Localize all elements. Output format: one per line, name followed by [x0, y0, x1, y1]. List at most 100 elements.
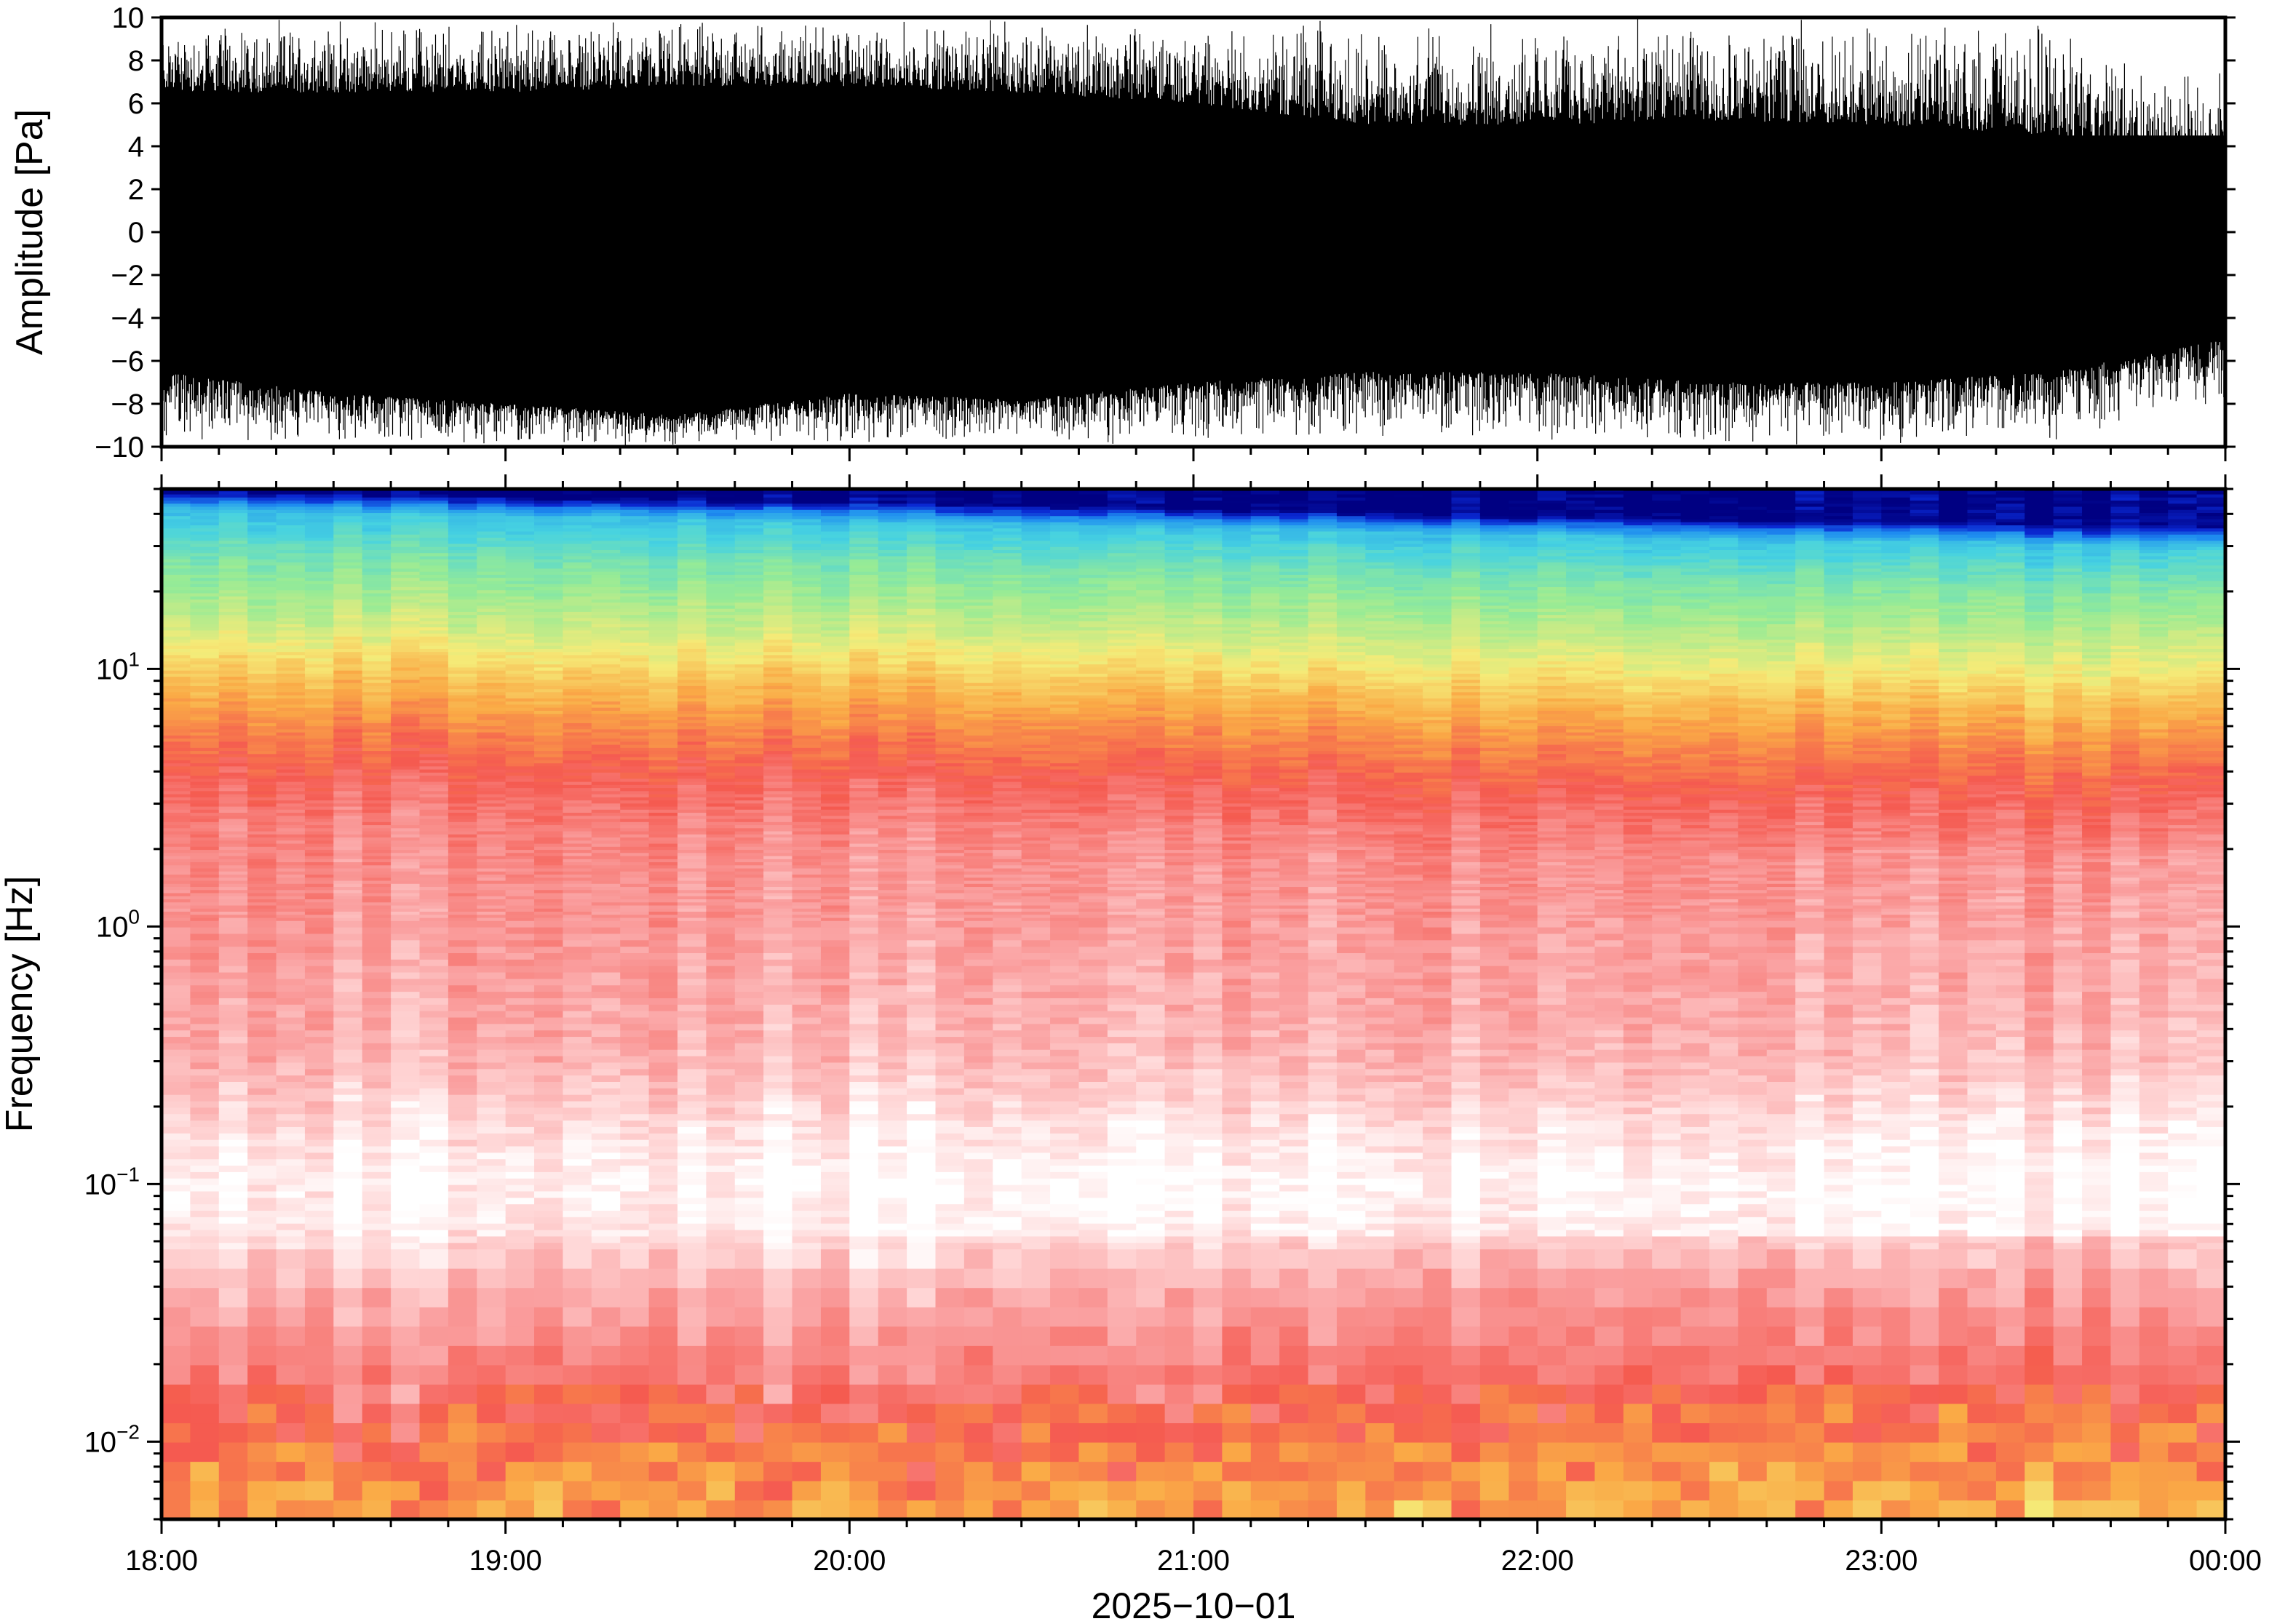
spectrogram-cell: [505, 840, 535, 844]
spectrogram-cell: [190, 645, 220, 649]
spectrogram-cell: [505, 1113, 535, 1121]
spectrogram-cell: [763, 1158, 793, 1166]
spectrogram-cell: [304, 515, 335, 520]
spectrogram-cell: [648, 926, 678, 934]
spectrogram-cell: [391, 904, 421, 909]
spectrogram-cell: [534, 694, 564, 698]
spectrogram-cell: [419, 1004, 449, 1011]
spectrogram-cell: [190, 642, 220, 646]
spectrogram-cell: [304, 574, 335, 578]
spectrogram-cell: [477, 1171, 506, 1179]
spectrogram-cell: [362, 645, 392, 649]
spectrogram-cell: [304, 1100, 335, 1108]
spectrogram-cell: [706, 858, 736, 863]
spectrogram-cell: [419, 874, 449, 878]
spectrogram-cell: [190, 654, 220, 658]
spectrogram-cell: [620, 1222, 650, 1230]
spectrogram-cell: [391, 1120, 421, 1127]
spectrogram-cell: [362, 664, 392, 668]
spectrogram-cell: [591, 1043, 621, 1050]
spectrogram-cell: [792, 698, 822, 702]
spectrogram-cell: [247, 837, 277, 841]
spectrogram-cell: [534, 562, 564, 566]
spectrogram-cell: [505, 1023, 535, 1031]
spectrogram-cell: [362, 883, 392, 888]
spectrogram-cell: [849, 1345, 879, 1366]
spectrogram-cell: [534, 892, 564, 896]
spectrogram-cell: [448, 706, 478, 711]
spectrogram-cell: [218, 577, 248, 581]
spectrogram-cell: [218, 1010, 248, 1018]
spectrogram-cell: [620, 518, 650, 522]
spectrogram-cell: [218, 904, 248, 909]
spectrogram-cell: [391, 852, 421, 856]
spectrogram-cell: [563, 496, 592, 501]
spectrogram-cell: [391, 959, 421, 966]
spectrogram-cell: [162, 1068, 191, 1076]
spectrogram-cell: [706, 1249, 736, 1269]
spectrogram-cell: [362, 540, 392, 544]
spectrogram-cell: [419, 555, 449, 560]
spectrogram-cell: [648, 528, 678, 532]
spectrogram-cell: [190, 864, 220, 869]
spectrogram-cell: [276, 552, 306, 557]
spectrogram-cell: [734, 821, 764, 826]
spectrogram-cell: [706, 1184, 736, 1192]
spectrogram-cell: [820, 648, 851, 653]
spectrogram-cell: [419, 639, 449, 643]
spectrogram-cell: [333, 704, 363, 708]
spectrogram-cell: [534, 1088, 564, 1095]
spectrogram-cell: [333, 706, 363, 711]
spectrogram-cell: [333, 753, 363, 757]
spectrogram-cell: [534, 781, 564, 785]
spectrogram-cell: [563, 620, 592, 624]
spectrogram-cell: [190, 1222, 220, 1230]
spectrogram-cell: [448, 741, 478, 745]
spectrogram-cell: [276, 775, 306, 779]
spectrogram-cell: [648, 1023, 678, 1031]
spectrogram-cell: [505, 809, 535, 813]
spectrogram-cell: [563, 926, 592, 934]
spectrogram-cell: [333, 815, 363, 819]
spectrogram-cell: [620, 1171, 650, 1179]
spectrogram-cell: [477, 639, 506, 643]
spectrogram-cell: [820, 682, 851, 686]
spectrogram-cell: [218, 673, 248, 677]
spectrogram-cell: [591, 840, 621, 844]
spectrogram-cell: [419, 815, 449, 819]
spectrogram-cell: [247, 926, 277, 934]
spectrogram-cell: [391, 827, 421, 832]
spectrogram-cell: [276, 889, 306, 893]
spectrogram-cell: [505, 784, 535, 789]
spectrogram-cell: [190, 797, 220, 801]
spectrogram-cell: [247, 552, 277, 557]
spectrogram-cell: [820, 530, 851, 535]
spectrogram-cell: [333, 778, 363, 782]
spectrogram-cell: [820, 998, 851, 1005]
spectrogram-cell: [620, 812, 650, 816]
spectrogram-cell: [620, 669, 650, 674]
spectrogram-cell: [190, 503, 220, 507]
spectrogram-cell: [362, 1126, 392, 1134]
spectrogram-cell: [362, 837, 392, 841]
spectrogram-cell: [276, 586, 306, 591]
spectrogram-cell: [620, 552, 650, 557]
spectrogram-cell: [162, 642, 191, 646]
spectrogram-cell: [218, 1197, 248, 1205]
spectrogram-cell: [763, 827, 793, 832]
spectrogram-cell: [247, 756, 277, 760]
spectrogram-cell: [190, 1500, 220, 1520]
spectrogram-cell: [706, 827, 736, 832]
spectrogram-cell: [734, 874, 764, 878]
spectrogram-cell: [419, 991, 449, 998]
spectrogram-cell: [677, 602, 707, 606]
spectrogram-cell: [276, 509, 306, 514]
spectrogram-cell: [677, 1094, 707, 1102]
spectrogram-cell: [333, 602, 363, 606]
spectrogram-cell: [505, 719, 535, 723]
spectrogram-cell: [218, 1242, 248, 1250]
spectrogram-cell: [677, 812, 707, 816]
spectrogram-cell: [190, 546, 220, 550]
spectrogram-cell: [706, 490, 736, 495]
spectrogram-cell: [304, 1055, 335, 1063]
